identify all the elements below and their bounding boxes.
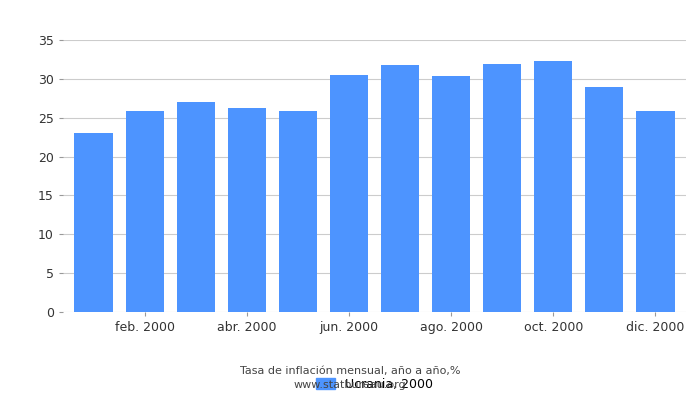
Bar [279, 111, 317, 312]
Text: Tasa de inflación mensual, año a año,%
www.statbureau.org: Tasa de inflación mensual, año a año,% w… [239, 366, 461, 390]
Bar [534, 61, 573, 312]
Bar [381, 65, 419, 312]
Bar [432, 76, 470, 312]
Bar [228, 108, 266, 312]
Bar [636, 111, 675, 312]
Bar [125, 112, 164, 312]
Bar [585, 87, 624, 312]
Bar [483, 64, 522, 312]
Bar [176, 102, 215, 312]
Legend: Ucrania, 2000: Ucrania, 2000 [311, 373, 438, 396]
Bar [330, 75, 368, 312]
Bar [74, 133, 113, 312]
